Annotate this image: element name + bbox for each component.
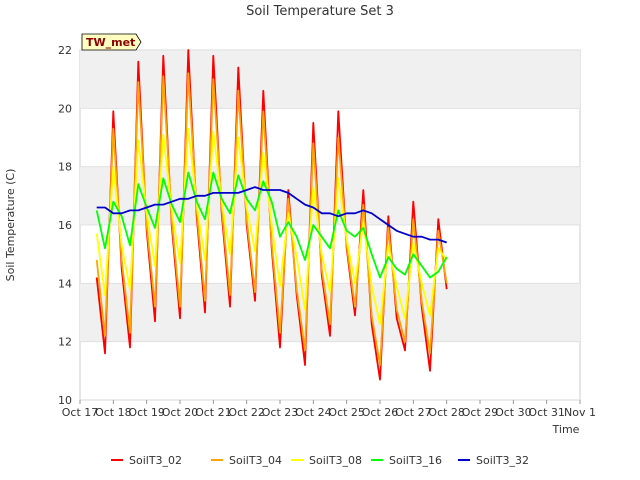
legend-label: SoilT3_02: [129, 454, 182, 467]
x-tick-label-12: Oct 29: [462, 406, 499, 419]
y-tick-label-2: 14: [58, 277, 72, 290]
x-tick-label-5: Oct 22: [228, 406, 265, 419]
y-tick-label-0: 10: [58, 394, 72, 407]
y-tick-label-6: 22: [58, 44, 72, 57]
legend-label: SoilT3_04: [229, 454, 282, 467]
x-tick-label-4: Oct 21: [195, 406, 232, 419]
legend-item-soilt3-32: SoilT3_32: [458, 454, 529, 467]
x-tick-label-3: Oct 20: [162, 406, 199, 419]
chart-title: Soil Temperature Set 3: [246, 4, 394, 19]
y-tick-label-4: 18: [58, 161, 72, 174]
legend-label: SoilT3_32: [476, 454, 529, 467]
legend-label: SoilT3_08: [309, 454, 362, 467]
x-tick-label-9: Oct 26: [362, 406, 399, 419]
x-tick-label-0: Oct 17: [62, 406, 99, 419]
x-tick-label-1: Oct 18: [95, 406, 132, 419]
legend: SoilT3_02 SoilT3_04 SoilT3_08 SoilT3_16 Soil…: [111, 454, 529, 467]
grid-band-1: [80, 166, 580, 225]
x-tick-label-10: Oct 27: [395, 406, 432, 419]
y-tick-label-1: 12: [58, 336, 72, 349]
tw-met-badge: TW_met: [81, 33, 142, 51]
y-axis: 10 12 14 16 18 20 22: [58, 44, 72, 407]
x-tick-label-11: Oct 28: [428, 406, 465, 419]
legend-item-soilt3-08: SoilT3_08: [291, 454, 362, 467]
x-tick-label-14: Oct 31: [528, 406, 565, 419]
x-tick-label-7: Oct 24: [295, 406, 332, 419]
grid-lines: [80, 49, 580, 401]
y-tick-label-5: 20: [58, 102, 72, 115]
legend-item-soilt3-04: SoilT3_04: [211, 454, 282, 467]
x-tick-label-15: Nov 1: [564, 406, 596, 419]
x-tick-label-13: Oct 30: [495, 406, 532, 419]
series-line-soilt3-04: [95, 72, 448, 366]
grid-band-2: [80, 50, 580, 109]
legend-item-soilt3-16: SoilT3_16: [371, 454, 442, 467]
x-axis-label: Time: [552, 423, 580, 436]
y-axis-label: Soil Temperature (C): [4, 169, 17, 282]
series-line-soilt3-16: [95, 171, 448, 279]
y-tick-label-3: 16: [58, 219, 72, 232]
x-tick-label-8: Oct 25: [328, 406, 365, 419]
legend-label: SoilT3_16: [389, 454, 442, 467]
series-line-soilt3-32: [96, 186, 447, 244]
badge-box: [81, 33, 142, 51]
legend-item-soilt3-02: SoilT3_02: [111, 454, 182, 467]
series-line-soilt3-08: [95, 127, 448, 326]
x-tick-label-2: Oct 19: [128, 406, 165, 419]
badge-label: TW_met: [86, 36, 135, 49]
series-lines: [95, 49, 448, 381]
x-tick-label-6: Oct 23: [262, 406, 299, 419]
